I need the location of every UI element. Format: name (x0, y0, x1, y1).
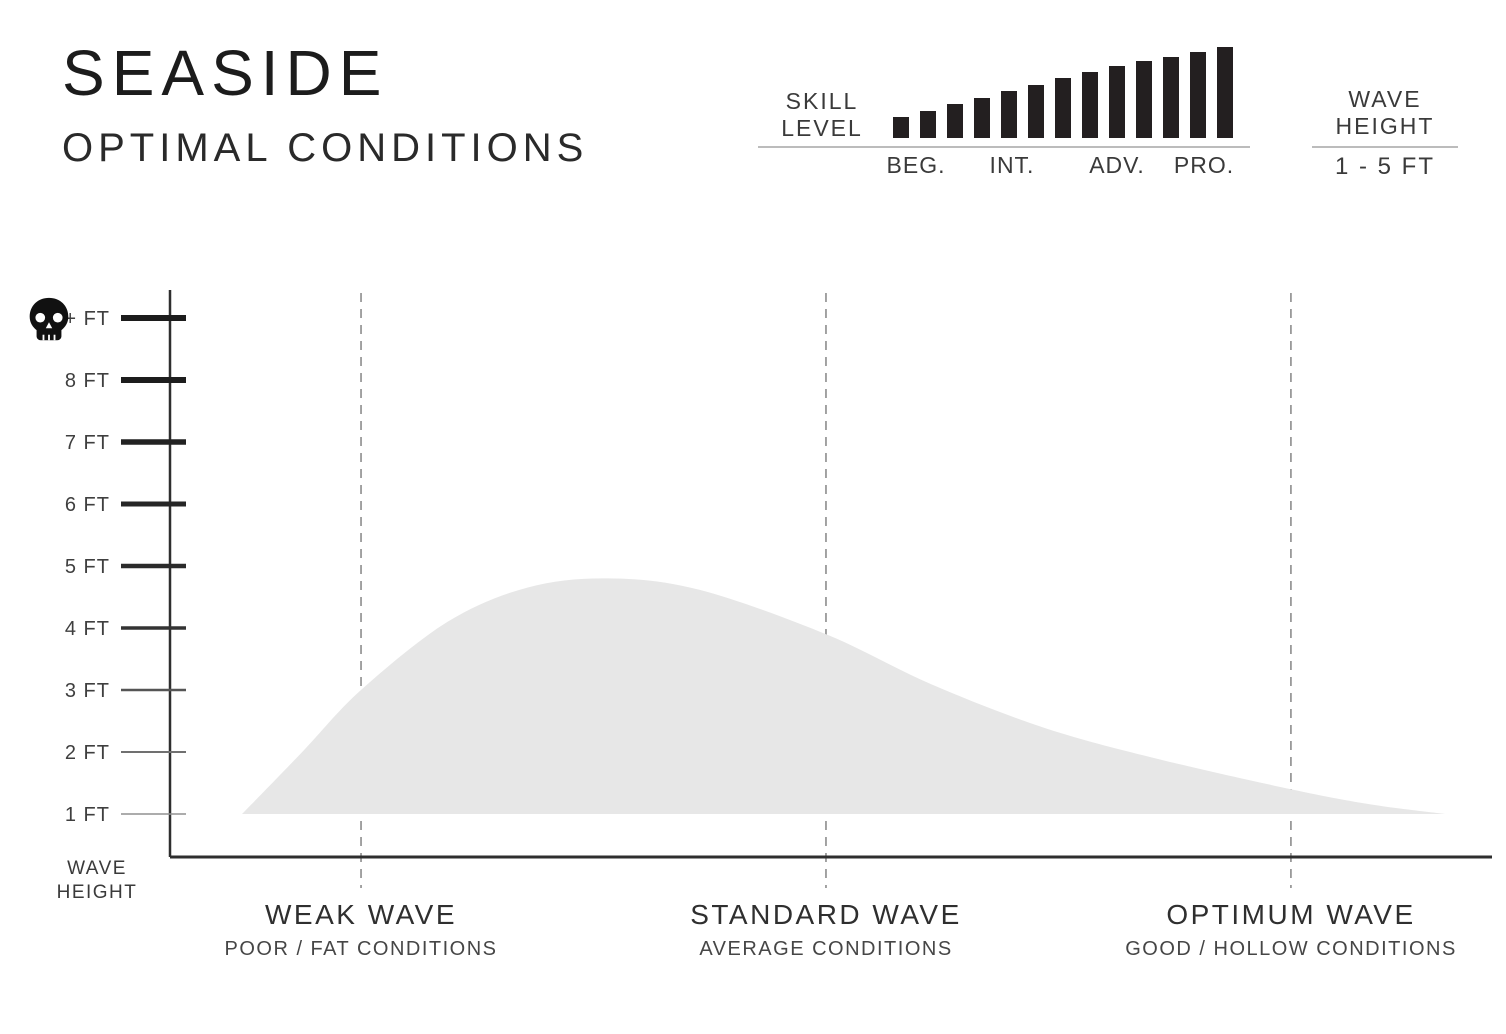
zone-optimum-wave-subtitle: GOOD / HOLLOW CONDITIONS (1125, 938, 1457, 960)
zone-standard-wave-title: STANDARD WAVE (690, 899, 962, 930)
zone-weak-wave-subtitle: POOR / FAT CONDITIONS (224, 938, 498, 960)
skill-level-label: SKILL LEVEL (762, 88, 882, 142)
wave-height-legend-line1: WAVE (1348, 86, 1422, 112)
wave-height-legend-divider (1312, 146, 1458, 148)
zone-optimum-wave-title: OPTIMUM WAVE (1166, 899, 1416, 930)
page-subtitle: OPTIMAL CONDITIONS (62, 126, 589, 170)
skill-level-advanced-label: ADV. (1089, 152, 1145, 178)
skill-bar (1190, 52, 1206, 138)
skill-bar (1055, 78, 1071, 138)
skill-bar (1001, 91, 1017, 138)
skill-bar (1163, 57, 1179, 138)
wave-height-range-value: 1 - 5 FT (1334, 153, 1435, 180)
y-axis-label-line2: HEIGHT (56, 882, 138, 903)
skill-level-beginner-label: BEG. (886, 152, 946, 178)
zone-weak-wave: WEAK WAVE POOR / FAT CONDITIONS (224, 899, 497, 961)
zone-standard-wave: STANDARD WAVE AVERAGE CONDITIONS (690, 899, 962, 961)
y-tick-label: 8 FT (65, 370, 110, 392)
skill-level-pro-label: PRO. (1173, 152, 1235, 178)
skill-level-intermediate-label: INT. (989, 152, 1035, 178)
skill-level-label-line1: SKILL (785, 88, 859, 114)
zone-standard-wave-subtitle: AVERAGE CONDITIONS (699, 938, 953, 960)
skill-bar (974, 98, 990, 138)
skill-legend-divider (758, 146, 1250, 148)
skill-bar (947, 104, 963, 138)
skill-bar (1136, 61, 1152, 138)
skill-bar (920, 111, 936, 138)
y-tick-label: 7 FT (65, 432, 110, 454)
optimal-conditions-area (242, 578, 1446, 814)
y-tick-label: 5 FT (65, 556, 110, 578)
skill-bar (893, 117, 909, 138)
skill-bar (1028, 85, 1044, 138)
skill-bar (1082, 72, 1098, 138)
skill-level-bar-chart (893, 47, 1233, 138)
zone-optimum-wave: OPTIMUM WAVE GOOD / HOLLOW CONDITIONS (1125, 899, 1457, 961)
wave-height-legend-label: WAVE HEIGHT (1325, 86, 1445, 140)
skill-bar (1109, 66, 1125, 138)
y-tick-label: 1 FT (65, 804, 110, 826)
y-tick-label: + FT (64, 308, 110, 330)
page-title: SEASIDE (62, 37, 389, 109)
skull-icon (29, 297, 69, 341)
wave-height-legend-line2: HEIGHT (1335, 113, 1435, 139)
y-tick-label: 6 FT (65, 494, 110, 516)
y-axis-label-line1: WAVE (67, 858, 127, 879)
skill-level-label-line2: LEVEL (781, 115, 863, 141)
y-tick-label: 3 FT (65, 680, 110, 702)
y-axis-label: WAVE HEIGHT (37, 857, 157, 905)
y-tick-label: 4 FT (65, 618, 110, 640)
zone-weak-wave-title: WEAK WAVE (264, 899, 458, 930)
skill-bar (1217, 47, 1233, 138)
y-tick-label: 2 FT (65, 742, 110, 764)
